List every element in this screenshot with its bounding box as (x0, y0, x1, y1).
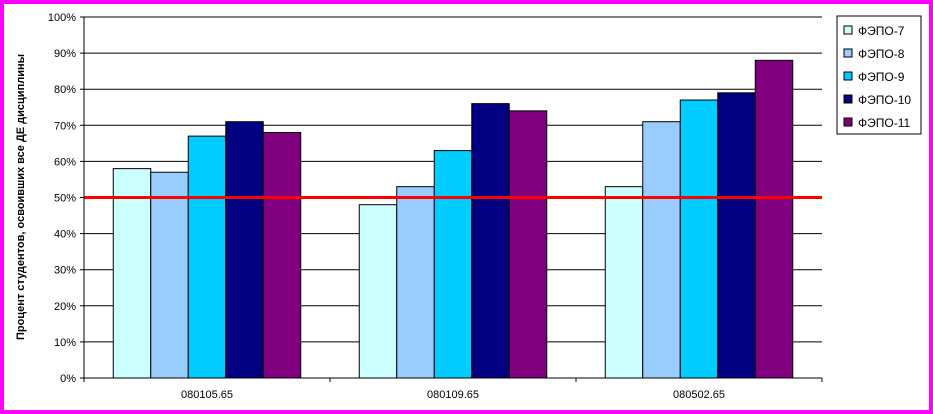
y-tick-label: 100% (48, 12, 76, 24)
legend-swatch (843, 71, 853, 81)
y-tick-label: 30% (54, 265, 76, 277)
bar (604, 186, 644, 379)
bar (187, 135, 227, 379)
legend-label: ФЭПО-8 (858, 47, 905, 61)
x-tick-label: 080105.65 (181, 389, 233, 401)
x-tick-label: 080502.65 (673, 389, 725, 401)
bar (508, 110, 548, 379)
bar (262, 132, 302, 379)
y-tick-label: 0% (60, 373, 76, 385)
bar (150, 171, 189, 379)
axes (80, 16, 823, 382)
y-tick-label: 80% (54, 84, 76, 96)
legend-swatch (843, 25, 853, 35)
bars (112, 59, 794, 379)
legend-swatch (843, 48, 853, 58)
bar (471, 103, 510, 379)
bar (112, 168, 152, 379)
bar (358, 204, 398, 379)
legend-label: ФЭПО-11 (858, 116, 910, 130)
bar (717, 92, 756, 379)
bar (225, 121, 264, 379)
bar (642, 121, 681, 379)
y-tick-label: 70% (54, 120, 76, 132)
bar (433, 150, 473, 379)
y-tick-label: 40% (54, 229, 76, 241)
bar (754, 59, 794, 379)
legend-label: ФЭПО-10 (858, 93, 911, 107)
legend-label: ФЭПО-9 (858, 70, 905, 84)
y-tick-label: 90% (54, 48, 76, 60)
legend-label: ФЭПО-7 (858, 24, 905, 38)
bar (679, 99, 719, 379)
y-tick-label: 20% (54, 301, 76, 313)
x-tick-labels: 080105.65 080109.65 080502.65 (181, 389, 725, 401)
legend: ФЭПО-7 ФЭПО-8 ФЭПО-9 ФЭПО-10 ФЭПО-11 (836, 15, 922, 135)
legend-swatch (843, 94, 853, 104)
y-tick-labels: 0% 10% 20% 30% 40% 50% 60% 70% 80% 90% 100% (48, 12, 76, 385)
y-axis-label: Процент студентов, освоивших все ДЕ дисц… (15, 54, 27, 340)
bar (396, 186, 435, 379)
x-tick-label: 080109.65 (427, 389, 479, 401)
y-tick-label: 10% (54, 337, 76, 349)
y-tick-label: 50% (54, 193, 76, 205)
legend-swatch (843, 117, 853, 127)
y-tick-label: 60% (54, 156, 76, 168)
